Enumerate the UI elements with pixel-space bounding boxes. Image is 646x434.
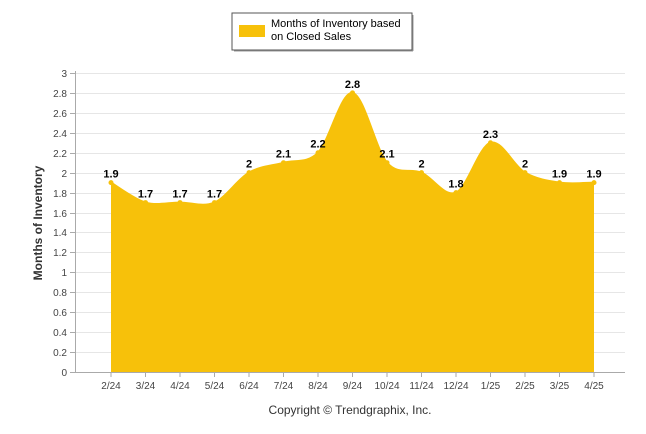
y-tick-label: 0.8 (53, 288, 67, 299)
x-tick-label: 9/24 (343, 381, 363, 392)
y-tick-label: 1.2 (53, 248, 67, 259)
data-point[interactable] (522, 170, 528, 176)
data-label: 1.7 (207, 189, 222, 201)
x-tick-label: 5/24 (205, 381, 225, 392)
x-tick-label: 4/24 (170, 381, 190, 392)
x-tick-label: 8/24 (308, 381, 328, 392)
legend-swatch (239, 25, 265, 37)
x-tick-label: 3/24 (136, 381, 156, 392)
x-tick-label: 3/25 (550, 381, 570, 392)
copyright-footer: Copyright © Trendgraphix, Inc. (269, 403, 432, 417)
data-label: 2 (522, 159, 528, 171)
data-point[interactable] (384, 160, 390, 166)
x-tick-label: 11/24 (409, 381, 434, 392)
legend-label-line-2: on Closed Sales (271, 31, 352, 43)
data-label: 1.9 (552, 169, 567, 181)
data-point[interactable] (557, 180, 562, 186)
y-tick-label: 0.6 (53, 308, 67, 319)
x-tick-label: 7/24 (274, 381, 294, 392)
data-point[interactable] (591, 180, 597, 186)
axes (75, 71, 625, 377)
data-label: 2 (418, 159, 424, 171)
y-tick-label: 2.4 (53, 129, 67, 140)
data-label: 1.8 (448, 179, 463, 191)
data-labels: 1.9 1.7 1.7 1.7 2 2.1 2.2 2.8 2.1 2 1.8 2.3 2 1.9 1.9 (103, 79, 601, 201)
data-point[interactable] (177, 200, 183, 206)
data-label: 2 (246, 159, 252, 171)
x-tick-label: 1/25 (481, 381, 501, 392)
data-label: 1.7 (138, 189, 153, 201)
y-tick-label: 2.2 (53, 149, 67, 160)
x-tick-label: 2/25 (515, 381, 535, 392)
x-tick-label: 2/24 (101, 381, 121, 392)
x-tick-label: 12/24 (443, 381, 468, 392)
data-point[interactable] (315, 150, 321, 156)
y-tick-label: 2 (61, 169, 67, 180)
data-point[interactable] (246, 170, 252, 176)
data-label: 1.9 (103, 169, 118, 181)
y-tick-label: 2.6 (53, 109, 67, 120)
data-point[interactable] (419, 170, 424, 176)
y-tick-label: 3 (61, 69, 67, 80)
data-point[interactable] (212, 200, 217, 206)
data-point[interactable] (108, 180, 114, 186)
data-label: 2.3 (483, 129, 498, 141)
y-axis-title: Months of Inventory (31, 165, 45, 280)
y-tick-label: 2.8 (53, 89, 67, 100)
data-point[interactable] (488, 140, 493, 146)
data-label: 2.2 (310, 139, 325, 151)
y-tick-label: 1.4 (53, 228, 67, 239)
legend[interactable]: Months of Inventory based on Closed Sale… (231, 12, 414, 52)
y-tick-label: 0.2 (53, 348, 67, 359)
x-tick-labels: 2/24 3/24 4/24 5/24 6/24 7/24 8/24 9/24 10/24 11/… (101, 381, 604, 392)
y-tick-label: 0.4 (53, 328, 67, 339)
y-tick-label: 0 (61, 368, 67, 379)
data-point[interactable] (350, 90, 355, 96)
y-tick-labels: 0 0.2 0.4 0.6 0.8 1 1.2 1.4 1.6 1.8 2 2.2 2.4 2.6 2.8 3 (53, 69, 67, 379)
y-tick-label: 1.8 (53, 189, 67, 200)
data-label: 2.1 (379, 149, 394, 161)
legend-label-line-1: Months of Inventory based (271, 18, 401, 30)
x-tick-label: 4/25 (584, 381, 604, 392)
y-tick-label: 1.6 (53, 209, 67, 220)
data-point[interactable] (453, 190, 459, 196)
y-tick-label: 1 (61, 268, 67, 279)
x-tick-label: 10/24 (374, 381, 399, 392)
area-series (108, 90, 597, 372)
data-label: 2.8 (345, 79, 360, 91)
area-fill (111, 92, 594, 372)
data-label: 1.9 (586, 169, 601, 181)
x-tick-label: 6/24 (239, 381, 259, 392)
data-label: 1.7 (172, 189, 187, 201)
data-point[interactable] (281, 160, 286, 166)
data-point[interactable] (143, 200, 148, 206)
data-label: 2.1 (276, 149, 291, 161)
